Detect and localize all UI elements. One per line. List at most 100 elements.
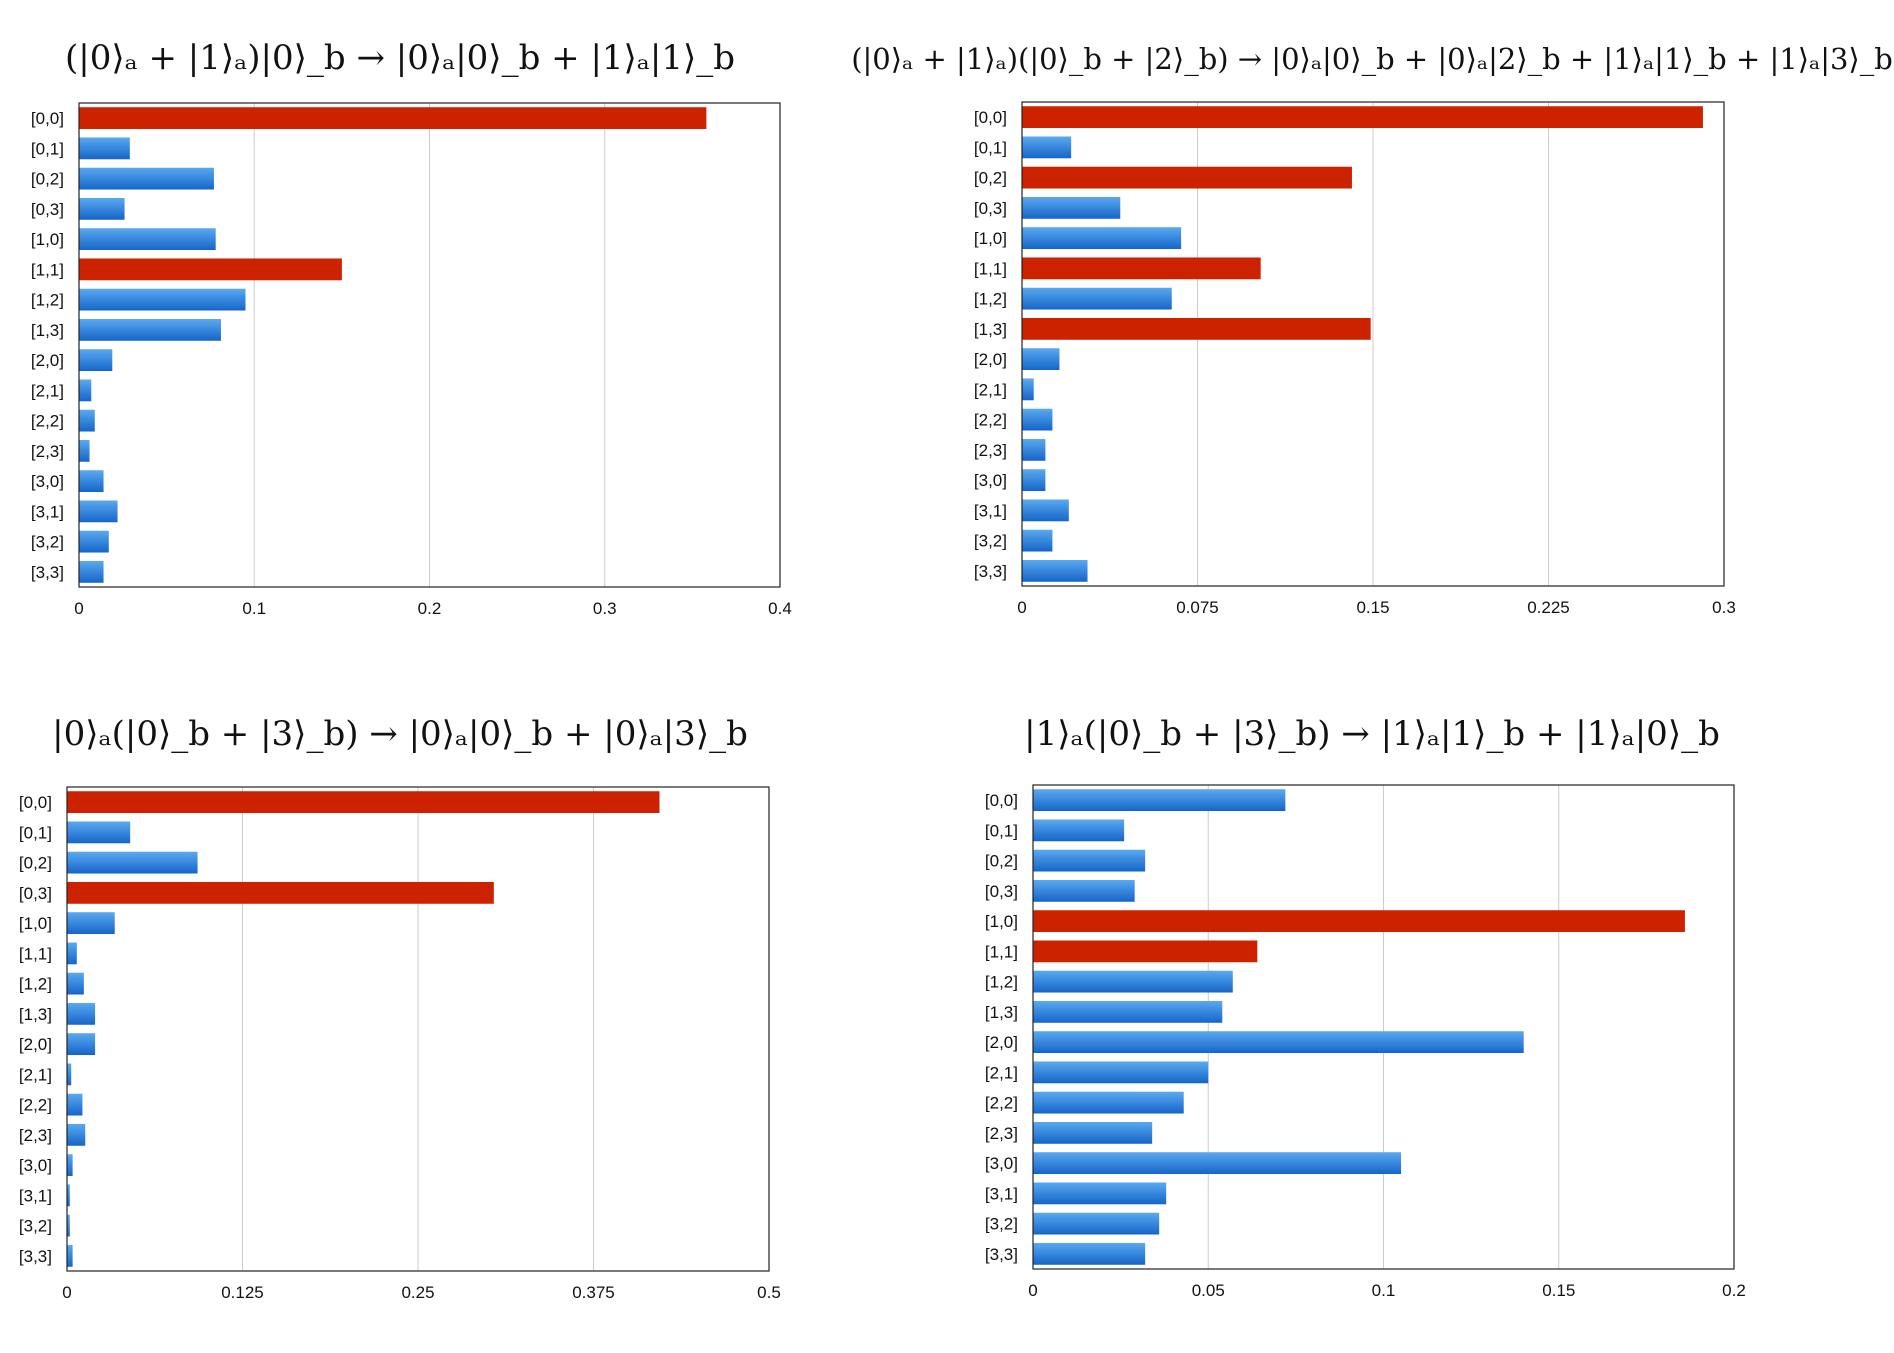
y-category-label: [1,2] (985, 973, 1018, 992)
y-category-label: [3,1] (19, 1186, 52, 1205)
y-category-label: [1,3] (974, 320, 1007, 339)
x-tick-label: 0.5 (757, 1283, 781, 1302)
y-category-label: [2,3] (31, 442, 64, 461)
y-category-label: [1,1] (19, 944, 52, 963)
y-category-label: [3,0] (31, 472, 64, 491)
bar (67, 1154, 73, 1177)
x-tick-label: 0.1 (242, 599, 266, 618)
x-tick-label: 0.25 (401, 1283, 434, 1302)
y-category-label: [2,3] (974, 441, 1007, 460)
y-category-label: [0,0] (974, 108, 1007, 127)
bar (1033, 849, 1146, 872)
y-category-label: [3,1] (974, 501, 1007, 520)
x-tick-label: 0.1 (1372, 1281, 1396, 1300)
chart-panel-bottom-left: |0⟩ₐ(|0⟩_b + |3⟩_b) → |0⟩ₐ|0⟩_b + |0⟩ₐ|3… (0, 680, 800, 1353)
bar (1022, 196, 1121, 219)
bar-highlighted (67, 791, 660, 814)
bar (79, 409, 95, 432)
bar (67, 1123, 86, 1146)
x-tick-label: 0.15 (1542, 1281, 1575, 1300)
y-category-label: [3,3] (985, 1245, 1018, 1264)
x-tick-label: 0.375 (572, 1283, 615, 1302)
bar (79, 288, 246, 311)
x-tick-label: 0 (74, 599, 83, 618)
x-tick-label: 0.05 (1192, 1281, 1225, 1300)
bar (1022, 136, 1072, 159)
plot-frame (1032, 784, 1735, 1270)
y-category-label: [0,2] (974, 169, 1007, 188)
y-category-label: [2,1] (19, 1065, 52, 1084)
bar (67, 972, 84, 995)
chart-title: (|0⟩ₐ + |1⟩ₐ)(|0⟩_b + |2⟩_b) → |0⟩ₐ|0⟩_b… (851, 42, 1893, 76)
bar (67, 942, 77, 965)
bar (67, 1184, 70, 1207)
y-category-label: [1,0] (985, 912, 1018, 931)
y-category-label: [0,3] (31, 200, 64, 219)
bar (67, 1214, 70, 1237)
bar (79, 530, 109, 553)
bar (1022, 559, 1088, 582)
chart-panel-bottom-right: |1⟩ₐ(|0⟩_b + |3⟩_b) → |1⟩ₐ|1⟩_b + |1⟩ₐ|0… (850, 680, 1894, 1353)
y-category-label: [3,2] (974, 532, 1007, 551)
y-category-label: [3,1] (985, 1184, 1018, 1203)
y-category-label: [0,1] (31, 139, 64, 158)
bar (1022, 378, 1034, 401)
bar (79, 228, 216, 251)
y-category-label: [2,0] (31, 351, 64, 370)
bar (1033, 879, 1135, 902)
x-tick-label: 0.125 (221, 1283, 264, 1302)
bar-highlighted (79, 258, 342, 281)
y-category-label: [2,0] (19, 1035, 52, 1054)
bar (79, 318, 221, 341)
y-category-label: [1,2] (19, 975, 52, 994)
bar (1033, 1242, 1146, 1265)
bar (1033, 970, 1233, 993)
y-category-label: [1,3] (985, 1003, 1018, 1022)
chart-panel-top-right: (|0⟩ₐ + |1⟩ₐ)(|0⟩_b + |2⟩_b) → |0⟩ₐ|0⟩_b… (850, 0, 1894, 640)
bar-highlighted (1022, 106, 1703, 129)
y-category-label: [2,2] (31, 412, 64, 431)
y-category-label: [3,2] (19, 1217, 52, 1236)
plot-frame (78, 102, 781, 588)
bar (1022, 408, 1053, 431)
chart-svg: 0 0.075 0.15 0.225 0.3 [0,0] [0,1] [0,2] [0,3] [1… (974, 101, 1736, 617)
x-tick-label: 0 (1028, 1281, 1037, 1300)
bar-highlighted (1022, 257, 1261, 280)
bar (1033, 1212, 1160, 1235)
chart-title: |1⟩ₐ(|0⟩_b + |3⟩_b) → |1⟩ₐ|1⟩_b + |1⟩ₐ|0… (1024, 714, 1720, 754)
y-category-label: [2,0] (985, 1033, 1018, 1052)
bar (1022, 227, 1182, 250)
y-category-label: [3,2] (985, 1215, 1018, 1234)
bar (67, 1033, 96, 1056)
y-category-label: [2,2] (974, 411, 1007, 430)
y-category-label: [3,3] (31, 563, 64, 582)
bar (67, 912, 115, 935)
y-category-label: [0,1] (985, 821, 1018, 840)
chart-svg: 0 0.05 0.1 0.15 0.2 [0,0] [0,1] [0,2] [0,3] [1,0]… (985, 784, 1746, 1300)
chart-svg: 0 0.125 0.25 0.375 0.5 [0,0] [0,1] [0,2] [0,3] [1… (19, 786, 781, 1302)
y-category-label: [2,2] (19, 1096, 52, 1115)
y-category-label: [1,2] (31, 291, 64, 310)
bar (79, 560, 104, 583)
bar-highlighted (1033, 940, 1258, 963)
bar (79, 137, 130, 160)
y-category-label: [1,2] (974, 290, 1007, 309)
x-tick-label: 0.225 (1527, 598, 1570, 617)
y-category-label: [0,3] (974, 199, 1007, 218)
bar (67, 1093, 83, 1116)
bar (1033, 1121, 1153, 1144)
bar (79, 439, 90, 462)
chart-panel-top-left: (|0⟩ₐ + |1⟩ₐ)|0⟩_b → |0⟩ₐ|0⟩_b + |1⟩ₐ|1⟩… (0, 0, 800, 640)
bar (1022, 348, 1060, 371)
y-category-label: [0,2] (985, 852, 1018, 871)
plot-frame (1021, 101, 1725, 587)
bar (1033, 789, 1286, 812)
y-category-label: [1,1] (974, 259, 1007, 278)
y-category-label: [0,0] (985, 791, 1018, 810)
y-category-label: [3,3] (974, 562, 1007, 581)
bar (67, 1244, 73, 1267)
y-category-label: [0,3] (985, 882, 1018, 901)
x-tick-label: 0 (1017, 598, 1026, 617)
y-category-label: [1,0] (19, 914, 52, 933)
y-category-label: [1,3] (31, 321, 64, 340)
